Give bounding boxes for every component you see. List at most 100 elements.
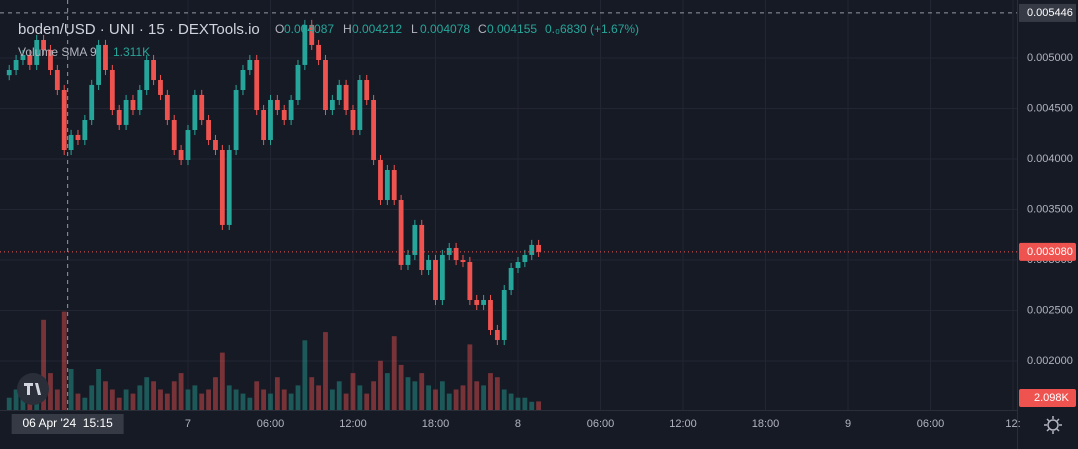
candle-body: [316, 44, 322, 60]
candle-body: [295, 64, 301, 100]
candle-body: [54, 70, 60, 90]
candle-body: [206, 120, 212, 140]
volume-bar: [199, 393, 205, 410]
candle-body: [68, 134, 74, 150]
candle-body: [219, 150, 225, 225]
candle-body: [398, 200, 404, 265]
volume-legend-name: Volume SMA 9: [18, 45, 97, 59]
candle-body: [20, 54, 26, 60]
volume-bar: [329, 389, 335, 410]
candle-body: [103, 44, 108, 70]
candle-body: [247, 60, 253, 70]
x-tick-label: 9: [845, 418, 851, 430]
volume-bar: [494, 377, 500, 410]
candle-body: [522, 254, 528, 263]
volume-bar: [405, 377, 411, 410]
volume-bar: [206, 389, 212, 410]
candle-body: [144, 60, 150, 90]
volume-bar: [268, 393, 273, 410]
candle-body: [171, 120, 177, 150]
volume-bar: [412, 381, 418, 410]
candle-body: [192, 94, 198, 130]
volume-bar: [48, 373, 53, 410]
candle-body: [412, 224, 418, 255]
volume-bar: [426, 385, 432, 410]
y-tick-label: 0.004000: [1027, 153, 1073, 165]
candle-body: [336, 84, 342, 100]
x-tick-label: 7: [185, 418, 191, 430]
ohlc-value: 0.004155: [487, 22, 537, 36]
crosshair-x-tag: [11, 414, 124, 434]
volume-bar: [13, 389, 19, 410]
candle-body: [426, 260, 432, 270]
candle-body: [185, 130, 191, 160]
volume-bar: [467, 344, 473, 410]
x-tick-label: 8: [515, 418, 521, 430]
candle-body: [109, 70, 115, 110]
volume-bar: [343, 393, 349, 410]
volume-bar: [144, 377, 150, 410]
volume-bar: [481, 385, 487, 410]
ohlc-value: 0.004212: [352, 22, 402, 36]
volume-bar: [219, 352, 225, 410]
volume-bar: [130, 393, 136, 410]
volume-bar: [240, 393, 246, 410]
candle-body: [488, 300, 493, 330]
volume-bar: [288, 393, 294, 410]
volume-bar: [6, 397, 12, 410]
candle-body: [288, 100, 294, 120]
volume-bar: [460, 385, 466, 410]
candle-body: [357, 80, 363, 130]
volume-bar: [522, 397, 528, 410]
candle-body: [268, 100, 273, 140]
legend: O 0.004087 H 0.004212 L 0.004078 C 0.004155 0.₀6…: [18, 22, 639, 59]
candle-body: [158, 80, 163, 95]
volume-bar: [192, 385, 198, 410]
candle-body: [419, 224, 425, 270]
settings-icon[interactable]: [1044, 416, 1062, 434]
candle-body: [501, 290, 507, 340]
candle-body: [61, 90, 67, 150]
candle-body: [439, 254, 445, 300]
x-tick-label: 12:00: [669, 418, 697, 430]
volume-bar: [247, 397, 253, 410]
ohlc-name: H: [343, 22, 352, 36]
last-price-label: 0.003080: [1027, 246, 1073, 258]
volume-bar: [274, 377, 280, 410]
candle-body: [384, 170, 390, 200]
candle-body: [329, 100, 335, 110]
candle-body: [515, 262, 521, 268]
candle-body: [199, 94, 205, 120]
candle-body: [433, 260, 438, 300]
candle-body: [302, 24, 308, 65]
candle-body: [6, 70, 12, 76]
candle-body: [446, 247, 452, 255]
volume-bar: [378, 360, 383, 410]
x-tick-label: 06:00: [917, 418, 945, 430]
candle-body: [213, 140, 218, 150]
candle-body: [494, 330, 500, 340]
volume-bar: [233, 389, 239, 410]
volume-bar: [158, 389, 163, 410]
candle-body: [364, 80, 370, 100]
candle-body: [13, 60, 19, 70]
candle-body: [343, 84, 349, 110]
candle-body: [391, 170, 397, 200]
candle-body: [460, 260, 466, 263]
volume-bar: [371, 381, 377, 410]
crosshair-x-label: 06 Apr '24 15:15: [22, 416, 113, 430]
volume-bar: [488, 373, 493, 410]
volume-bar: [20, 393, 26, 410]
candle-body: [116, 110, 122, 125]
candle-body: [274, 100, 280, 110]
crosshair-y-tag: [1019, 3, 1076, 22]
x-tick-label: 06:00: [257, 418, 285, 430]
volume-bar: [453, 389, 459, 410]
volume-bar: [529, 401, 535, 410]
ohlc-name: L: [411, 22, 418, 36]
volume-bar: [515, 397, 521, 410]
candle-body: [123, 100, 129, 125]
candle-body: [474, 300, 480, 305]
volume-bar: [419, 373, 425, 410]
